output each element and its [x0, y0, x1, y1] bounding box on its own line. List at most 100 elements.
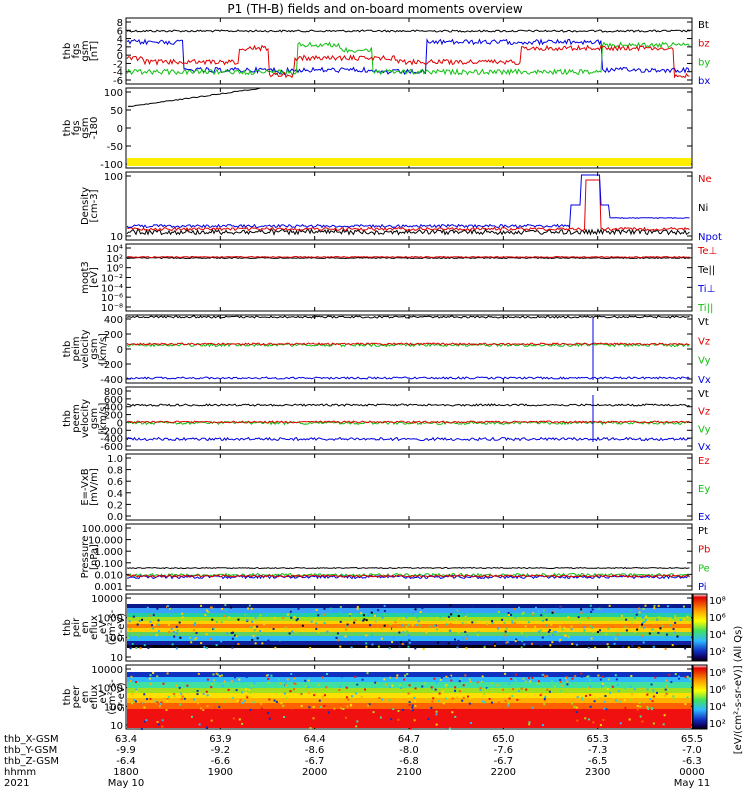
spectrogram-speck [666, 605, 669, 608]
spectrogram-speck [282, 616, 285, 619]
spectrogram-speck [523, 643, 526, 646]
spectrogram-speck [128, 620, 131, 623]
spectrogram-speck [130, 641, 133, 644]
spectrogram-speck [414, 687, 417, 690]
y-axis-label: Pressure [80, 536, 91, 579]
spectrogram-speck [544, 675, 547, 678]
x-tick-label: -7.3 [588, 745, 608, 756]
spectrogram-speck [686, 675, 689, 678]
spectrogram-speck [145, 698, 148, 701]
spectrogram-speck [394, 621, 397, 624]
colorbar-ion [692, 593, 708, 662]
spectrogram-speck [461, 677, 464, 680]
legend-entry: Te|| [697, 265, 715, 276]
spectrogram-speck [135, 646, 138, 649]
spectrogram-speck [158, 705, 161, 708]
spectrogram-speck [449, 675, 452, 678]
spectrogram-speck [507, 641, 510, 644]
te-par-line [127, 256, 690, 260]
spectrogram-speck [665, 633, 668, 636]
spectrogram-speck [327, 604, 330, 607]
spectrogram-speck [308, 692, 311, 695]
spectrogram-speck [396, 674, 399, 677]
spectrogram-speck [471, 621, 474, 624]
spectrogram-speck [679, 619, 682, 622]
spectrogram-speck [223, 680, 226, 683]
spectrogram-speck [391, 641, 394, 644]
spectrogram-band [127, 636, 691, 641]
spectrogram-speck [411, 704, 414, 707]
spectrogram-speck [538, 621, 541, 624]
spectrogram-speck [586, 675, 589, 678]
te-perp-line [126, 255, 690, 259]
spectrogram-speck [631, 644, 634, 647]
spectrogram-speck [461, 621, 464, 624]
spectrogram-speck [584, 717, 587, 720]
spectrogram-speck [554, 617, 557, 620]
spectrogram-speck [549, 722, 552, 725]
spectrogram-speck [652, 695, 655, 698]
spectrogram-speck [173, 692, 176, 695]
x-tick-label: 1800 [113, 767, 138, 778]
spectrogram-speck [259, 629, 262, 632]
spectrogram-speck [424, 630, 427, 633]
spectrogram-speck [483, 693, 486, 696]
spectrogram-speck [315, 608, 318, 611]
spectrogram-speck [340, 618, 343, 621]
spectrogram-speck [338, 611, 341, 614]
spectrogram-speck [397, 709, 400, 712]
spectrogram-speck [433, 677, 436, 680]
spectrogram-speck [454, 715, 457, 718]
spectrogram-speck [449, 623, 452, 626]
spectrogram-speck [356, 605, 359, 608]
spectrogram-speck [145, 719, 148, 722]
colorbar-tick: 10⁶ [709, 685, 726, 696]
spectrogram-speck [647, 707, 650, 710]
y-axis-label: peim [71, 336, 82, 361]
y-tick-label: 10⁻⁸ [101, 303, 123, 314]
y-axis-label: thb [62, 689, 73, 706]
spectrogram-speck [383, 604, 386, 607]
spectrogram-speck [642, 608, 645, 611]
spectrogram-speck [584, 694, 587, 697]
spectrogram-speck [278, 639, 281, 642]
spectrogram-speck [178, 621, 181, 624]
spectrogram-speck [571, 677, 574, 680]
spectrogram-speck [210, 719, 213, 722]
x-tick-label: -9.9 [116, 745, 136, 756]
spectrogram-speck [620, 614, 623, 617]
spectrogram-speck [453, 708, 456, 711]
spectrogram-speck [615, 678, 618, 681]
spectrogram-speck [231, 646, 234, 649]
spectrogram-speck [160, 702, 163, 705]
spectrogram-speck [491, 621, 494, 624]
y-axis-label: (cm²-s- [107, 679, 118, 715]
spectrogram-speck [229, 606, 232, 609]
spectrogram-speck [614, 637, 617, 640]
spectrogram-speck [596, 631, 599, 634]
x-row-label: hhmm [4, 767, 36, 778]
legend-entry: Ex [698, 512, 710, 523]
spectrogram-speck [277, 678, 280, 681]
x-date-label: May 10 [108, 778, 145, 789]
spectrogram-speck [205, 726, 208, 729]
spectrogram-speck [684, 703, 687, 706]
spectrogram-speck [286, 678, 289, 681]
spectrogram-speck [514, 616, 517, 619]
spectrogram-speck [383, 610, 386, 613]
spectrogram-speck [272, 627, 275, 630]
spectrogram-speck [439, 678, 442, 681]
spectrogram-speck [395, 642, 398, 645]
panel-frame-5 [125, 314, 693, 384]
y-tick-label: 10 [110, 721, 123, 732]
spectrogram-speck [360, 695, 363, 698]
spectrogram-speck [511, 620, 514, 623]
spectrogram-speck [582, 626, 585, 629]
spectrogram-speck [605, 633, 608, 636]
spectrogram-speck [589, 685, 592, 688]
spectrogram-speck [210, 638, 213, 641]
spectrogram-speck [159, 628, 162, 631]
spectrogram-speck [542, 645, 545, 648]
spectrogram-speck [241, 722, 244, 725]
spectrogram-speck [301, 612, 304, 615]
